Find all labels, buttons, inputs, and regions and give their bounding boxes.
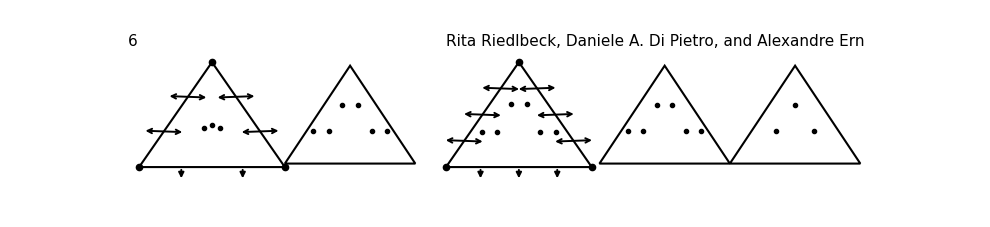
Text: 6: 6 bbox=[128, 34, 138, 49]
Text: Rita Riedlbeck, Daniele A. Di Pietro, and Alexandre Ern: Rita Riedlbeck, Daniele A. Di Pietro, an… bbox=[446, 34, 864, 49]
